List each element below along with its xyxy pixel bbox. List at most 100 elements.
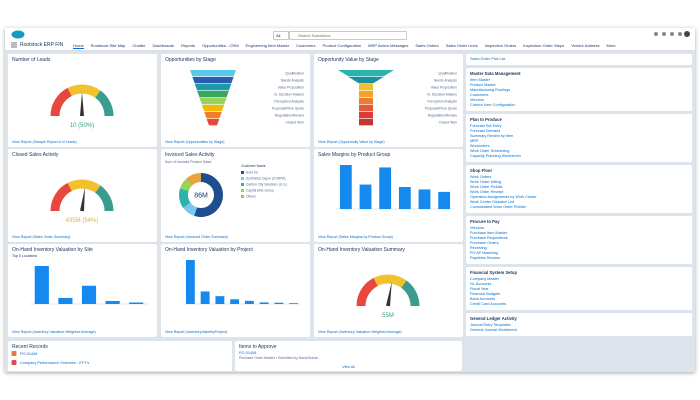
sidebar-link[interactable]: Bank Accounts bbox=[470, 297, 496, 301]
report-link[interactable]: View Report (Sales Order Summary) bbox=[12, 235, 71, 239]
report-link[interactable]: View Report (Inventory Valuation Weighte… bbox=[318, 330, 402, 334]
sidebar-link[interactable]: Vendors bbox=[470, 226, 484, 230]
sidebar-link[interactable]: Journal Entry Templates bbox=[470, 323, 511, 327]
app-name: Rootstock ERP FIN bbox=[20, 42, 64, 48]
sidebar-link[interactable]: Work Center Dispatch List bbox=[470, 200, 515, 204]
report-link[interactable]: View Report (Invoiced Order Summary) bbox=[165, 235, 228, 239]
nav-tab[interactable]: MRP Action Messages bbox=[368, 43, 409, 48]
funnel-segment bbox=[192, 77, 234, 84]
chart bbox=[183, 260, 301, 305]
bar bbox=[418, 189, 431, 209]
sidebar-link[interactable]: Purchase Requisitions bbox=[470, 236, 508, 240]
card-title: On-Hand Inventory Valuation by Site bbox=[12, 247, 93, 253]
sidebar-link[interactable]: Credit Card Accounts bbox=[470, 302, 506, 306]
legend-label: Capital Elite Group bbox=[246, 189, 274, 193]
sidebar-link[interactable]: Payables Session bbox=[470, 256, 501, 260]
nav-tab[interactable]: Inspection Orders bbox=[484, 43, 517, 48]
sidebar-link[interactable]: Work Order Scheduling bbox=[470, 149, 510, 153]
nav-tab[interactable]: More bbox=[606, 43, 616, 48]
report-link[interactable]: View Report (Sales Margins by Product Gr… bbox=[318, 235, 393, 239]
sidebar-link[interactable]: Purchase Item Master bbox=[470, 231, 508, 235]
search-box[interactable]: Search Salesforce bbox=[289, 30, 407, 40]
sidebar-link[interactable]: PO AP Matching bbox=[470, 251, 498, 255]
sidebar-link[interactable]: Receiving bbox=[470, 246, 487, 250]
nav-tab[interactable]: Sales Orders bbox=[415, 43, 439, 48]
sidebar-link[interactable]: Consolidated Work Order Picklist bbox=[470, 205, 526, 209]
sidebar-link[interactable]: Forecast Set Entry bbox=[470, 124, 502, 128]
donut-slice bbox=[185, 173, 201, 186]
section-title: General Ledger Activity bbox=[470, 316, 517, 321]
card-title: Number of Leads bbox=[12, 57, 51, 63]
nav-tab[interactable]: Sales Order Lines bbox=[445, 43, 478, 48]
chart bbox=[336, 165, 454, 210]
approval-link[interactable]: PO-01408 bbox=[239, 351, 257, 355]
sidebar-link[interactable]: Purchase Orders bbox=[470, 241, 499, 245]
sidebar-link[interactable]: Summary Review by Item bbox=[470, 134, 514, 138]
sidebar-link[interactable]: Work Order Receipt bbox=[470, 190, 504, 194]
view-all[interactable]: View All bbox=[342, 365, 355, 369]
sidebar-link[interactable]: Manufacturing Routings bbox=[470, 88, 511, 92]
sidebar-link[interactable]: Work Order Picklist bbox=[470, 185, 503, 189]
bar bbox=[230, 299, 240, 304]
funnel-segment bbox=[201, 105, 225, 112]
nav-tab[interactable]: Reports bbox=[181, 43, 196, 48]
funnel-label: Negotiation/Review bbox=[428, 114, 458, 118]
funnel-segment bbox=[199, 98, 227, 105]
funnel-label: Id. Decision Makers bbox=[427, 93, 457, 97]
dashboard-card: On-Hand Inventory Valuation by Site Top 5… bbox=[8, 244, 157, 337]
report-link[interactable]: View Report (Opportunities by Stage) bbox=[165, 140, 225, 144]
funnel-segment bbox=[359, 112, 373, 119]
nav-tab[interactable]: Opportunities - CRM bbox=[202, 43, 239, 48]
sidebar-link[interactable]: Vendors bbox=[470, 98, 484, 102]
sidebar-link[interactable]: Company Master bbox=[470, 277, 499, 281]
funnel-segment bbox=[359, 91, 373, 98]
search-scope[interactable]: All bbox=[273, 30, 289, 40]
sidebar-link[interactable]: Capacity Planning Workbench bbox=[470, 154, 521, 158]
sidebar-link[interactable]: Forecast Demand bbox=[470, 129, 501, 133]
sidebar-link[interactable]: Workorders bbox=[470, 144, 490, 148]
gauge-band bbox=[50, 87, 73, 117]
sidebar-link[interactable]: General Journal Workbench bbox=[470, 328, 518, 332]
donut-slice bbox=[183, 202, 197, 216]
record-icons bbox=[11, 351, 17, 365]
nav-tab[interactable]: Chatter bbox=[132, 43, 146, 48]
sidebar-link[interactable]: Work Orders bbox=[470, 175, 492, 179]
sidebar-link[interactable]: Sales Order Pick List bbox=[470, 57, 506, 61]
legend-label: Others bbox=[246, 195, 256, 199]
card-title: Opportunities by Stage bbox=[165, 57, 216, 63]
sidebar-link[interactable]: MRP bbox=[470, 139, 479, 143]
nav-tab[interactable]: Inspection Order Steps bbox=[523, 43, 565, 48]
report-link[interactable]: View Report (InventoryValueByProject) bbox=[165, 330, 227, 334]
record-link[interactable]: Company Performance Overview - EFT's bbox=[20, 361, 90, 365]
nav-tab[interactable]: Home bbox=[73, 43, 84, 49]
donut-slice bbox=[179, 188, 191, 208]
sidebar-link[interactable]: Customers bbox=[470, 93, 489, 97]
nav-tab[interactable]: Vendor Address bbox=[571, 43, 600, 48]
funnel-segment bbox=[194, 84, 232, 91]
funnel-segment bbox=[359, 119, 373, 126]
nav-tab[interactable]: Engineering Item Master bbox=[245, 43, 290, 48]
sidebar-link[interactable]: Work Order Kitting bbox=[470, 180, 502, 184]
sidebar-link[interactable]: GL Accounts bbox=[470, 282, 492, 286]
nav-tab[interactable]: Rootstock Site Map bbox=[90, 43, 126, 48]
report-link[interactable]: View Report (Inventory Valuation Weighte… bbox=[12, 330, 96, 334]
sidebar-link[interactable]: Item Master bbox=[470, 78, 491, 82]
sidebar-link[interactable]: Operation Assignments by Work Center bbox=[470, 195, 537, 199]
app-launcher[interactable] bbox=[10, 40, 18, 50]
sidebar-link[interactable]: Financial Budgets bbox=[470, 292, 501, 296]
nav-tab[interactable]: Dashboards bbox=[152, 43, 175, 48]
record-link[interactable]: PO-01408 bbox=[20, 352, 38, 356]
sidebar-link[interactable]: Product Master bbox=[470, 83, 496, 87]
gauge-band bbox=[356, 277, 379, 307]
card-title: Sales Margins by Product Group bbox=[318, 152, 391, 158]
funnel-label: Needs Analysis bbox=[281, 79, 304, 83]
nav-tab[interactable]: Customers bbox=[296, 43, 316, 48]
card-title: Invoiced Sales Activity bbox=[165, 152, 215, 158]
sidebar-link[interactable]: Fiscal Year bbox=[470, 287, 489, 291]
card-title: On-Hand Inventory Valuation by Project bbox=[165, 247, 253, 253]
nav-tab[interactable]: Product Configuration bbox=[322, 43, 362, 48]
report-link[interactable]: View Report (Opportunity Value by Stage) bbox=[318, 140, 385, 144]
sidebar-link[interactable]: Current User Configuration bbox=[470, 103, 516, 107]
report-link[interactable]: View Report (Sample Report # of Leads) bbox=[12, 140, 77, 144]
